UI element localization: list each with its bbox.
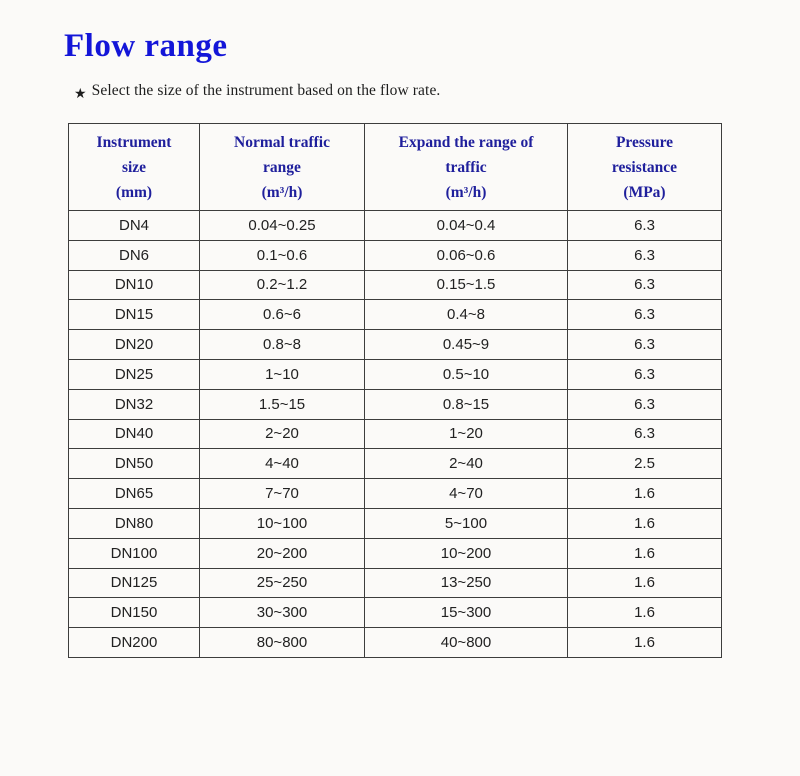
table-row: DN20 0.8~8 0.45~9 6.3 [68,329,722,360]
cell-instrument-size: DN6 [68,239,200,271]
column-header-line: (m³/h) [445,183,487,201]
star-icon: ★ [74,87,87,102]
cell-instrument-size: DN10 [68,269,200,301]
table-row: DN10 0.2~1.2 0.15~1.5 6.3 [68,269,722,301]
table-row: DN80 10~100 5~100 1.6 [68,507,722,539]
table-row: DN15 0.6~6 0.4~8 6.3 [68,299,722,331]
flow-range-table: Instrument size (mm) Normal traffic rang… [68,123,722,658]
cell-instrument-size: DN4 [68,210,200,241]
table-row: DN150 30~300 15~300 1.6 [68,597,722,629]
cell-expanded-traffic-range: 10~200 [364,537,568,569]
cell-instrument-size: DN20 [68,329,200,360]
cell-instrument-size: DN80 [68,507,200,539]
column-header-line: (m³/h) [261,183,303,201]
cell-pressure-resistance: 6.3 [567,358,722,390]
cell-instrument-size: DN150 [68,597,200,629]
cell-expanded-traffic-range: 1~20 [364,418,568,450]
column-header-line: (MPa) [623,183,666,201]
table-row: DN4 0.04~0.25 0.04~0.4 6.3 [68,210,722,241]
cell-instrument-size: DN65 [68,478,200,509]
cell-pressure-resistance: 6.3 [567,329,722,360]
cell-instrument-size: DN125 [68,567,200,599]
cell-expanded-traffic-range: 40~800 [364,627,568,658]
cell-normal-traffic-range: 0.04~0.25 [199,210,365,241]
table-row: DN32 1.5~15 0.8~15 6.3 [68,388,722,420]
cell-expanded-traffic-range: 4~70 [364,478,568,509]
cell-expanded-traffic-range: 0.15~1.5 [364,269,568,301]
column-header-line: size [121,158,147,176]
cell-pressure-resistance: 6.3 [567,299,722,331]
column-header: Pressure resistance (MPa) [567,123,722,211]
cell-normal-traffic-range: 30~300 [199,597,365,629]
table-row: DN6 0.1~0.6 0.06~0.6 6.3 [68,239,722,271]
cell-normal-traffic-range: 1.5~15 [199,388,365,420]
column-header-line: Normal traffic [234,133,330,151]
column-header-line: traffic [445,158,487,176]
column-header-line: range [263,158,301,176]
cell-instrument-size: DN200 [68,627,200,658]
column-header: Normal traffic range (m³/h) [199,123,365,211]
cell-expanded-traffic-range: 0.04~0.4 [364,210,568,241]
column-header: Expand the range of traffic (m³/h) [364,123,568,211]
column-header-line: (mm) [115,183,153,201]
cell-expanded-traffic-range: 0.06~0.6 [364,239,568,271]
table-row: DN25 1~10 0.5~10 6.3 [68,358,722,390]
column-header-line: resistance [611,158,678,176]
cell-expanded-traffic-range: 5~100 [364,507,568,539]
cell-pressure-resistance: 1.6 [567,567,722,599]
cell-normal-traffic-range: 0.6~6 [199,299,365,331]
cell-normal-traffic-range: 25~250 [199,567,365,599]
column-header-line: Instrument [96,133,172,151]
cell-expanded-traffic-range: 2~40 [364,448,568,480]
note-line: ★ Select the size of the instrument based… [74,82,800,102]
cell-pressure-resistance: 6.3 [567,269,722,301]
table-body: DN4 0.04~0.25 0.04~0.4 6.3 DN6 0.1~0.6 0… [68,210,722,658]
cell-pressure-resistance: 1.6 [567,597,722,629]
cell-expanded-traffic-range: 0.4~8 [364,299,568,331]
cell-normal-traffic-range: 1~10 [199,358,365,390]
table-header-row: Instrument size (mm) Normal traffic rang… [68,123,722,211]
cell-normal-traffic-range: 80~800 [199,627,365,658]
cell-expanded-traffic-range: 0.45~9 [364,329,568,360]
column-header-line: Pressure [615,133,674,151]
cell-instrument-size: DN25 [68,358,200,390]
cell-normal-traffic-range: 0.1~0.6 [199,239,365,271]
cell-normal-traffic-range: 7~70 [199,478,365,509]
page-title: Flow range [64,28,228,64]
cell-instrument-size: DN15 [68,299,200,331]
column-header-line: Expand the range of [398,133,534,151]
table-row: DN40 2~20 1~20 6.3 [68,418,722,450]
cell-expanded-traffic-range: 15~300 [364,597,568,629]
table-row: DN65 7~70 4~70 1.6 [68,478,722,509]
cell-pressure-resistance: 2.5 [567,448,722,480]
cell-pressure-resistance: 6.3 [567,388,722,420]
cell-pressure-resistance: 6.3 [567,418,722,450]
cell-pressure-resistance: 1.6 [567,537,722,569]
cell-instrument-size: DN32 [68,388,200,420]
cell-normal-traffic-range: 20~200 [199,537,365,569]
cell-normal-traffic-range: 2~20 [199,418,365,450]
cell-instrument-size: DN100 [68,537,200,569]
cell-expanded-traffic-range: 0.5~10 [364,358,568,390]
cell-normal-traffic-range: 0.8~8 [199,329,365,360]
cell-normal-traffic-range: 10~100 [199,507,365,539]
cell-expanded-traffic-range: 13~250 [364,567,568,599]
cell-pressure-resistance: 1.6 [567,627,722,658]
table-row: DN50 4~40 2~40 2.5 [68,448,722,480]
table-row: DN125 25~250 13~250 1.6 [68,567,722,599]
table-row: DN200 80~800 40~800 1.6 [68,627,722,658]
cell-pressure-resistance: 1.6 [567,478,722,509]
column-header: Instrument size (mm) [68,123,200,211]
cell-pressure-resistance: 6.3 [567,239,722,271]
cell-instrument-size: DN40 [68,418,200,450]
cell-expanded-traffic-range: 0.8~15 [364,388,568,420]
cell-normal-traffic-range: 0.2~1.2 [199,269,365,301]
cell-pressure-resistance: 6.3 [567,210,722,241]
note-text: Select the size of the instrument based … [91,82,441,99]
cell-instrument-size: DN50 [68,448,200,480]
cell-pressure-resistance: 1.6 [567,507,722,539]
table-row: DN100 20~200 10~200 1.6 [68,537,722,569]
cell-normal-traffic-range: 4~40 [199,448,365,480]
